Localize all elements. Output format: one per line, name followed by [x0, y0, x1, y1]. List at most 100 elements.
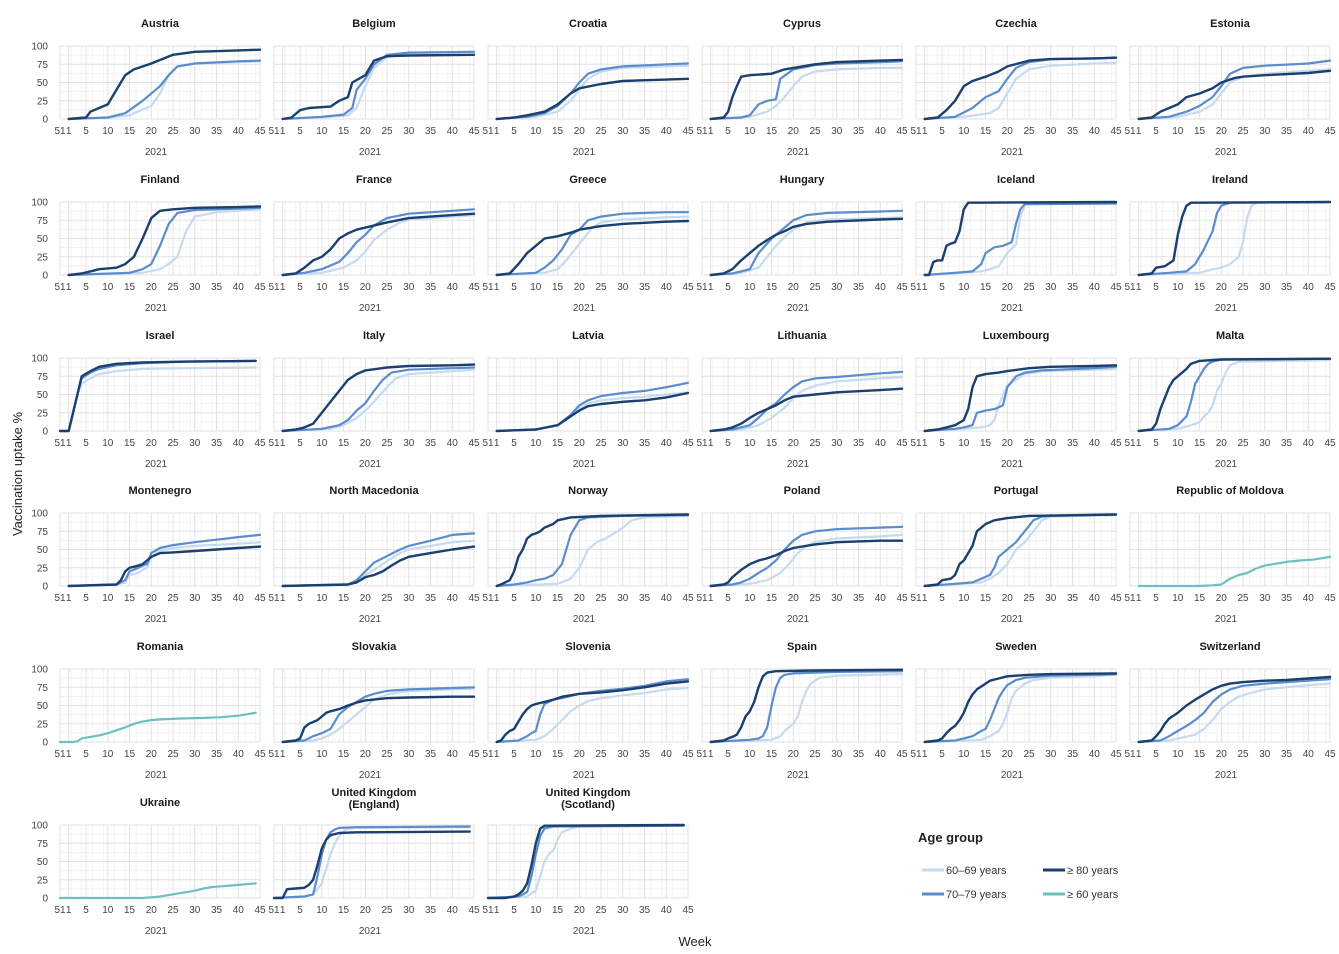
series-line-a80	[67, 48, 262, 121]
x-tick-label: 45	[1110, 749, 1122, 760]
x-tick-label: 51	[268, 905, 280, 916]
series-line-a60	[709, 216, 904, 277]
panel-title: Luxembourg	[983, 330, 1050, 342]
x-tick-label: 51	[910, 282, 922, 293]
series-line-a80	[923, 513, 1118, 588]
x-tick-label: 45	[896, 438, 908, 449]
x-tick-label: 5	[725, 438, 731, 449]
x-tick-label: 1	[922, 438, 928, 449]
y-tick-label: 0	[42, 894, 48, 905]
x-tick-label: 51	[268, 593, 280, 604]
x-tick-label: 5	[83, 905, 89, 916]
x-tick-label: 25	[1023, 438, 1035, 449]
x-tick-label: 30	[403, 905, 415, 916]
x-tick-label: 35	[853, 126, 865, 137]
year-label: 2021	[359, 147, 382, 158]
x-tick-label: 10	[102, 438, 114, 449]
x-tick-label: 5	[297, 905, 303, 916]
x-tick-label: 1	[1136, 282, 1142, 293]
series-line-a80	[1137, 200, 1332, 277]
x-tick-label: 25	[809, 438, 821, 449]
panel-title: Sweden	[995, 641, 1037, 653]
x-tick-label: 30	[617, 438, 629, 449]
x-tick-label: 10	[1172, 438, 1184, 449]
x-tick-label: 51	[482, 593, 494, 604]
series-line-a60	[281, 214, 476, 277]
x-tick-label: 1	[66, 905, 72, 916]
x-tick-label: 45	[1110, 593, 1122, 604]
x-tick-label: 5	[297, 438, 303, 449]
x-tick-label: 30	[1045, 438, 1057, 449]
panel-title: Republic of Moldova	[1176, 485, 1284, 497]
x-tick-label: 10	[744, 438, 756, 449]
x-tick-label: 45	[682, 438, 694, 449]
x-tick-label: 45	[254, 438, 266, 449]
legend-label-a60p: ≥ 60 years	[1067, 889, 1119, 901]
x-tick-label: 1	[708, 282, 714, 293]
panel-title: Czechia	[995, 18, 1037, 30]
panel-title: Switzerland	[1199, 641, 1260, 653]
x-tick-label: 15	[124, 438, 136, 449]
x-tick-label: 15	[552, 593, 564, 604]
x-tick-label: 25	[1023, 749, 1035, 760]
x-tick-label: 15	[124, 282, 136, 293]
series-line-a70	[281, 366, 476, 433]
x-tick-label: 1	[66, 749, 72, 760]
x-tick-label: 40	[1089, 438, 1101, 449]
panel-title: United Kingdom (England)	[332, 787, 417, 811]
x-tick-label: 30	[831, 593, 843, 604]
x-tick-label: 15	[338, 905, 350, 916]
x-tick-label: 40	[233, 126, 245, 137]
x-tick-label: 40	[447, 749, 459, 760]
x-tick-label: 1	[280, 438, 286, 449]
x-tick-label: 30	[1045, 126, 1057, 137]
x-tick-label: 1	[708, 593, 714, 604]
x-tick-label: 15	[1194, 126, 1206, 137]
x-tick-label: 1	[922, 282, 928, 293]
series-line-a70	[495, 62, 690, 121]
series-line-a70	[923, 202, 1118, 277]
x-tick-label: 51	[268, 438, 280, 449]
series-line-a60	[486, 824, 685, 900]
x-tick-label: 35	[639, 126, 651, 137]
x-tick-label: 40	[447, 593, 459, 604]
x-tick-label: 20	[1216, 126, 1228, 137]
y-tick-label: 100	[31, 821, 48, 832]
x-tick-label: 15	[124, 593, 136, 604]
x-tick-label: 25	[595, 593, 607, 604]
series-line-a80	[281, 695, 476, 744]
x-tick-label: 15	[1194, 749, 1206, 760]
x-tick-label: 1	[494, 593, 500, 604]
x-tick-label: 5	[939, 593, 945, 604]
series-line-a80	[923, 56, 1118, 121]
x-tick-label: 15	[338, 593, 350, 604]
x-tick-label: 1	[280, 593, 286, 604]
x-tick-label: 20	[1002, 438, 1014, 449]
x-tick-label: 5	[1153, 438, 1159, 449]
series-line-a80	[58, 359, 257, 433]
x-tick-label: 10	[102, 282, 114, 293]
series-line-a60	[1137, 200, 1332, 277]
x-tick-label: 1	[494, 438, 500, 449]
series-line-a60	[709, 375, 904, 433]
x-tick-label: 30	[403, 749, 415, 760]
x-tick-label: 5	[511, 593, 517, 604]
series-line-a60	[923, 673, 1118, 744]
x-tick-label: 40	[875, 438, 887, 449]
x-tick-label: 25	[381, 126, 393, 137]
x-tick-label: 40	[447, 282, 459, 293]
x-tick-label: 25	[1237, 749, 1249, 760]
x-tick-label: 25	[1237, 282, 1249, 293]
y-tick-label: 100	[31, 509, 48, 520]
x-tick-label: 15	[552, 282, 564, 293]
y-tick-label: 50	[37, 78, 49, 89]
x-tick-label: 10	[1172, 749, 1184, 760]
x-tick-label: 20	[1216, 593, 1228, 604]
x-tick-label: 25	[809, 593, 821, 604]
x-tick-label: 30	[403, 438, 415, 449]
series-line-a80	[495, 513, 690, 588]
x-tick-label: 5	[939, 126, 945, 137]
